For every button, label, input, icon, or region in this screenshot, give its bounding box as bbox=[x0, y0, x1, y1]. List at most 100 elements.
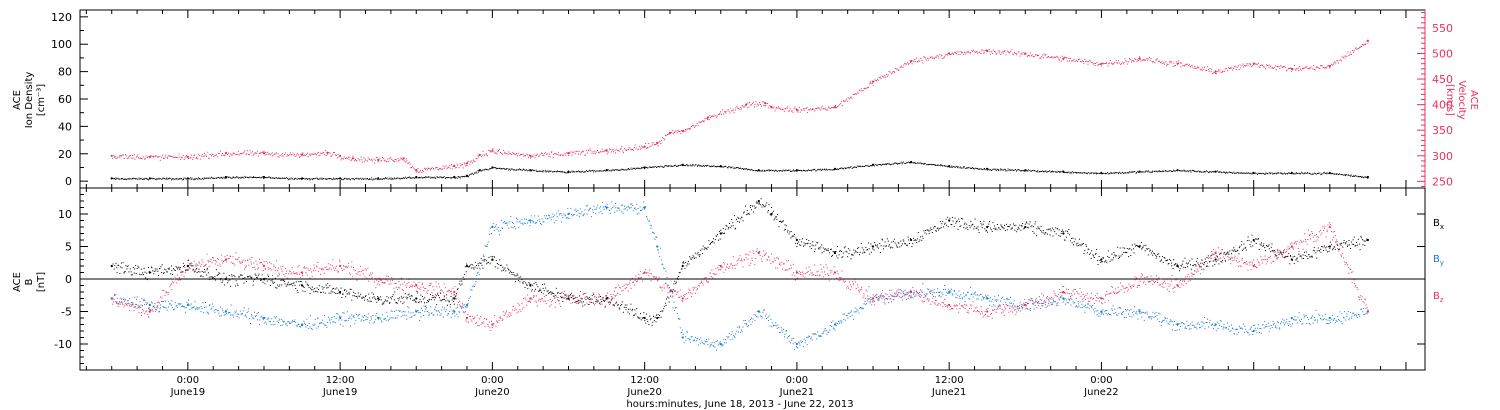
density-point bbox=[1287, 173, 1289, 174]
velocity-point bbox=[1136, 60, 1138, 62]
density-point bbox=[158, 177, 160, 179]
velocity-point bbox=[454, 167, 456, 169]
density-point bbox=[1134, 170, 1136, 172]
by-point bbox=[979, 293, 981, 295]
by-point bbox=[1107, 314, 1109, 316]
velocity-point bbox=[1225, 68, 1227, 70]
velocity-point bbox=[797, 111, 799, 113]
density-point bbox=[195, 178, 197, 180]
density-point bbox=[409, 177, 411, 179]
by-point bbox=[210, 308, 212, 310]
velocity-point bbox=[915, 57, 917, 59]
by-point bbox=[1155, 312, 1157, 314]
by-point bbox=[466, 306, 468, 308]
velocity-point bbox=[555, 153, 557, 155]
velocity-point bbox=[1016, 53, 1018, 54]
density-point bbox=[217, 177, 219, 178]
density-point bbox=[1251, 172, 1253, 174]
by-point bbox=[476, 272, 478, 274]
by-point bbox=[377, 317, 379, 318]
density-point bbox=[562, 171, 564, 173]
density-point bbox=[275, 177, 277, 179]
by-point bbox=[793, 337, 795, 339]
by-point bbox=[569, 212, 571, 214]
by-point bbox=[193, 307, 195, 309]
by-point bbox=[906, 294, 908, 295]
density-point bbox=[959, 166, 961, 168]
by-point bbox=[235, 310, 237, 312]
density-point bbox=[318, 178, 320, 180]
velocity-point bbox=[1126, 60, 1128, 62]
by-point bbox=[1266, 326, 1268, 327]
density-point bbox=[1263, 173, 1265, 175]
density-point bbox=[145, 178, 147, 179]
bz-point bbox=[237, 259, 239, 261]
density-point bbox=[1034, 170, 1036, 172]
density-point bbox=[1255, 173, 1257, 175]
by-point bbox=[1111, 308, 1113, 310]
velocity-point bbox=[1115, 60, 1117, 62]
velocity-point bbox=[232, 152, 234, 154]
by-point bbox=[417, 310, 419, 312]
velocity-point bbox=[516, 152, 517, 154]
velocity-point bbox=[242, 152, 244, 154]
by-point bbox=[516, 221, 518, 223]
by-point bbox=[1116, 314, 1117, 316]
density-point bbox=[1003, 168, 1005, 170]
density-point bbox=[1190, 171, 1192, 173]
by-point bbox=[1255, 329, 1257, 331]
by-point bbox=[688, 339, 690, 341]
density-point bbox=[884, 164, 886, 165]
by-point bbox=[323, 323, 325, 325]
velocity-point bbox=[1131, 60, 1133, 62]
by-point bbox=[710, 344, 712, 345]
velocity-point bbox=[486, 154, 488, 156]
by-point bbox=[355, 320, 357, 322]
by-point bbox=[1353, 314, 1355, 316]
density-point bbox=[700, 165, 701, 167]
by-point bbox=[589, 207, 591, 209]
by-point bbox=[378, 319, 380, 321]
density-point bbox=[1282, 173, 1284, 175]
density-point bbox=[830, 169, 832, 171]
density-point bbox=[115, 177, 117, 179]
velocity-point bbox=[784, 108, 786, 110]
velocity-point bbox=[578, 151, 580, 153]
velocity-point bbox=[780, 108, 782, 110]
velocity-point bbox=[593, 152, 595, 154]
bz-point bbox=[157, 307, 159, 309]
bz-point bbox=[117, 302, 119, 304]
density-point bbox=[1259, 172, 1261, 174]
by-point bbox=[528, 219, 530, 221]
by-point bbox=[1259, 332, 1260, 334]
density-point bbox=[481, 170, 483, 172]
density-point bbox=[1219, 171, 1221, 173]
velocity-point bbox=[703, 120, 705, 122]
velocity-point bbox=[1025, 53, 1027, 54]
by-point bbox=[1236, 328, 1237, 330]
density-point bbox=[221, 176, 222, 178]
density-point bbox=[1171, 171, 1173, 172]
density-point bbox=[571, 170, 573, 172]
by-point bbox=[1130, 309, 1132, 311]
density-point bbox=[1082, 172, 1084, 174]
by-point bbox=[337, 313, 339, 315]
by-point bbox=[1038, 305, 1040, 307]
velocity-point bbox=[845, 98, 847, 100]
by-point bbox=[882, 295, 883, 297]
velocity-point bbox=[646, 146, 648, 148]
by-point bbox=[1277, 322, 1279, 324]
by-point bbox=[835, 322, 837, 324]
density-point bbox=[1046, 171, 1048, 173]
velocity-point bbox=[991, 51, 993, 53]
velocity-point bbox=[1201, 70, 1203, 72]
velocity-point bbox=[542, 154, 544, 156]
density-point bbox=[1021, 170, 1023, 172]
by-point bbox=[536, 222, 537, 224]
by-point bbox=[977, 298, 979, 300]
by-point bbox=[760, 315, 762, 317]
by-point bbox=[575, 210, 577, 212]
density-point bbox=[1142, 171, 1144, 173]
by-point bbox=[746, 324, 748, 326]
by-point bbox=[685, 340, 687, 342]
